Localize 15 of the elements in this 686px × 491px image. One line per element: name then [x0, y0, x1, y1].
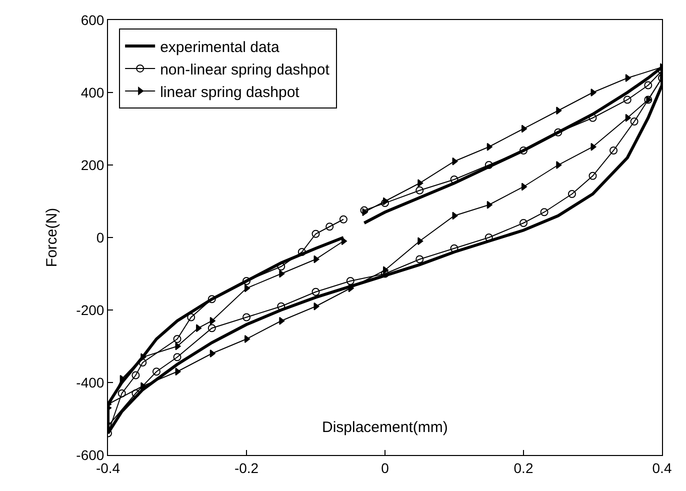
y-tick-label: 400	[80, 84, 104, 100]
legend-label: linear spring dashpot	[160, 84, 300, 101]
y-tick-label: 0	[96, 229, 104, 246]
x-tick-label: 0	[381, 460, 390, 476]
legend-label: non-linear spring dashpot	[160, 61, 330, 78]
x-tick-label: 0.4	[652, 460, 672, 476]
y-tick-label: -400	[76, 374, 104, 390]
y-axis-title: Force(N)	[43, 208, 60, 268]
x-axis-title: Displacement(mm)	[322, 419, 448, 436]
y-tick-label: 600	[80, 12, 104, 28]
legend-label: experimental data	[160, 38, 280, 56]
y-tick-label: 200	[80, 156, 104, 173]
x-tick-label: -0.2	[234, 460, 259, 476]
y-tick-label: -200	[76, 302, 104, 318]
x-tick-label: 0.2	[514, 460, 534, 476]
